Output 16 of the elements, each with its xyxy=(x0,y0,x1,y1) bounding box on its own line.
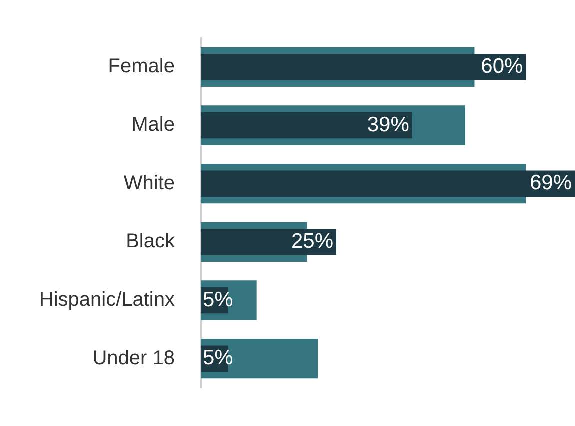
data-label: 60% xyxy=(481,54,524,78)
bar xyxy=(201,170,575,197)
data-label: 39% xyxy=(367,113,410,136)
data-label: 69% xyxy=(530,172,572,195)
y-tick-label: Male xyxy=(132,114,175,136)
data-label: 5% xyxy=(203,346,234,370)
y-tick-label: Hispanic/Latinx xyxy=(39,289,175,312)
data-label: 25% xyxy=(291,230,334,253)
y-tick-label: Under 18 xyxy=(92,347,175,370)
bar xyxy=(201,229,337,256)
data-label: 5% xyxy=(203,288,234,312)
y-tick-label: Black xyxy=(126,230,176,253)
y-tick-label: White xyxy=(124,172,175,194)
bar xyxy=(201,54,526,80)
bar xyxy=(201,112,412,139)
y-tick-label: Female xyxy=(108,56,175,78)
